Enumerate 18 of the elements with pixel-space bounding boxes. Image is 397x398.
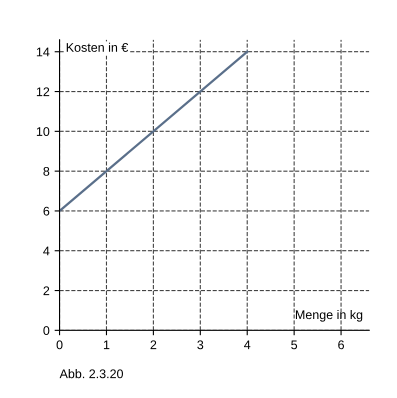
x-axis-title: Menge in kg <box>296 310 362 322</box>
y-tick-label: 14 <box>36 48 50 56</box>
y-tick-label: 10 <box>36 127 50 136</box>
y-tick-label: 0 <box>43 326 50 335</box>
x-tick-label: 2 <box>150 340 156 350</box>
x-tick-label: 5 <box>291 340 298 350</box>
y-tick-label: 12 <box>36 87 50 96</box>
y-tick-label: 6 <box>44 206 50 216</box>
x-tick-label: 0 <box>56 340 63 350</box>
x-tick-label: 3 <box>197 340 204 350</box>
y-tick-label: 2 <box>44 286 50 296</box>
y-tick-label: 8 <box>43 166 50 176</box>
x-tick-label: 6 <box>338 340 344 350</box>
x-tick-label: 1 <box>104 340 110 350</box>
y-axis-title: Kosten in € <box>66 42 128 52</box>
caption: Abb. 2.3.20 <box>60 369 123 378</box>
y-tick-label: 4 <box>43 246 50 256</box>
x-tick-label: 4 <box>244 340 250 350</box>
